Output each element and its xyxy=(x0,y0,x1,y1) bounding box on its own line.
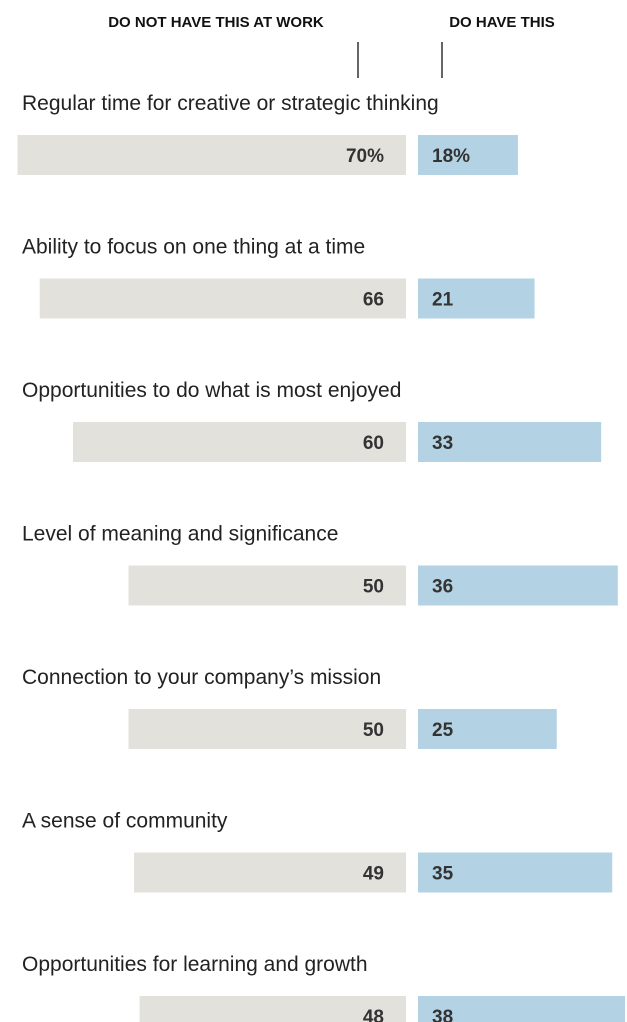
chart-row: Ability to focus on one thing at a time 6… xyxy=(22,236,535,319)
bar-do-have xyxy=(418,709,557,749)
value-label-do-not-have: 50 xyxy=(363,577,384,598)
value-label-do-have: 21 xyxy=(432,290,454,311)
chart-row: Opportunities for learning and growth 48 3… xyxy=(22,953,625,1022)
bar-do-have xyxy=(418,135,518,175)
bar-do-not-have xyxy=(73,422,406,462)
chart-row: Level of meaning and significance 50 36 xyxy=(22,523,618,606)
value-label-do-have: 36 xyxy=(432,577,453,598)
bar-do-not-have xyxy=(39,278,406,319)
value-label-do-not-have: 70% xyxy=(346,146,384,167)
bar-do-have xyxy=(418,278,535,319)
value-label-do-have: 35 xyxy=(432,864,454,885)
category-label: Level of meaning and significance xyxy=(22,523,338,546)
bar-do-not-have xyxy=(128,565,406,606)
bar-do-not-have xyxy=(134,852,407,893)
bar-do-have xyxy=(418,565,618,606)
legend-right-label: DO HAVE THIS xyxy=(449,14,555,31)
value-label-do-have: 18% xyxy=(432,146,470,167)
category-label: Opportunities for learning and growth xyxy=(22,953,368,976)
chart-row: Opportunities to do what is most enjoyed… xyxy=(22,379,602,462)
bar-do-have xyxy=(418,852,613,893)
value-label-do-have: 33 xyxy=(432,433,453,454)
value-label-do-not-have: 66 xyxy=(363,290,384,311)
value-label-do-have: 38 xyxy=(432,1007,453,1022)
category-label: Regular time for creative or strategic t… xyxy=(22,92,439,115)
legend: DO NOT HAVE THIS AT WORK DO HAVE THIS xyxy=(108,14,555,78)
value-label-do-not-have: 49 xyxy=(363,864,384,885)
bar-do-have xyxy=(418,996,625,1022)
bar-do-have xyxy=(418,422,602,462)
chart-row: Connection to your company’s mission 50 25 xyxy=(22,666,557,749)
value-label-do-not-have: 50 xyxy=(363,720,384,741)
category-label: Ability to focus on one thing at a time xyxy=(22,236,365,259)
bar-do-not-have xyxy=(139,996,406,1022)
category-label: Connection to your company’s mission xyxy=(22,666,381,689)
value-label-do-not-have: 48 xyxy=(363,1007,384,1022)
legend-left-label: DO NOT HAVE THIS AT WORK xyxy=(108,14,324,31)
chart-row: A sense of community 49 35 xyxy=(22,810,613,893)
bar-do-not-have xyxy=(17,135,406,175)
bar-do-not-have xyxy=(128,709,406,749)
category-label: A sense of community xyxy=(22,810,228,833)
category-label: Opportunities to do what is most enjoyed xyxy=(22,379,401,402)
chart-rows: Regular time for creative or strategic t… xyxy=(17,92,625,1022)
value-label-do-not-have: 60 xyxy=(363,433,384,454)
chart-row: Regular time for creative or strategic t… xyxy=(17,92,518,175)
value-label-do-have: 25 xyxy=(432,720,454,741)
